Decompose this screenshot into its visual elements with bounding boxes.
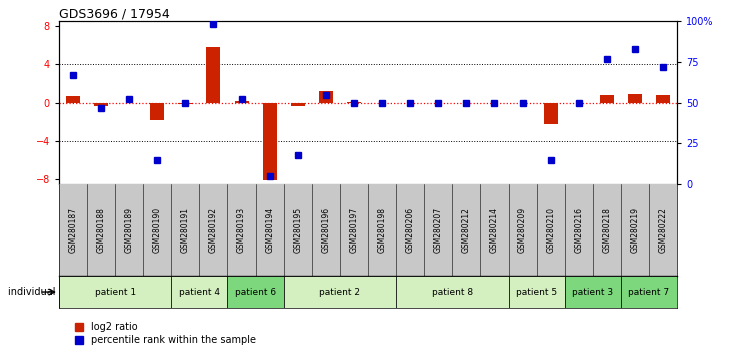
Text: GSM280212: GSM280212 — [462, 207, 471, 253]
Text: GSM280189: GSM280189 — [124, 207, 134, 253]
Bar — [509, 276, 565, 308]
Bar — [263, 103, 277, 180]
Bar — [628, 94, 642, 103]
Text: patient 6: patient 6 — [235, 287, 276, 297]
Text: patient 1: patient 1 — [94, 287, 135, 297]
Text: GDS3696 / 17954: GDS3696 / 17954 — [59, 7, 169, 20]
Text: GSM280216: GSM280216 — [574, 207, 583, 253]
Bar — [171, 276, 227, 308]
Bar — [150, 103, 164, 120]
Bar — [235, 101, 249, 103]
Text: GSM280207: GSM280207 — [434, 207, 443, 253]
Text: GSM280222: GSM280222 — [659, 207, 668, 253]
Bar — [283, 276, 396, 308]
Bar — [396, 276, 509, 308]
Bar — [347, 102, 361, 103]
Text: GSM280214: GSM280214 — [490, 207, 499, 253]
Text: GSM280191: GSM280191 — [181, 207, 190, 253]
Text: patient 8: patient 8 — [432, 287, 473, 297]
Text: patient 2: patient 2 — [319, 287, 361, 297]
Text: GSM280219: GSM280219 — [631, 207, 640, 253]
Text: GSM280190: GSM280190 — [153, 207, 162, 253]
Bar — [544, 103, 558, 124]
Text: GSM280195: GSM280195 — [293, 207, 302, 253]
Text: GSM280198: GSM280198 — [378, 207, 386, 253]
Bar — [291, 103, 305, 105]
Text: patient 5: patient 5 — [516, 287, 557, 297]
Bar — [59, 276, 171, 308]
Bar — [319, 91, 333, 103]
Bar — [565, 276, 621, 308]
Text: GSM280188: GSM280188 — [96, 207, 105, 253]
Text: patient 7: patient 7 — [629, 287, 670, 297]
Bar — [178, 103, 192, 104]
Text: GSM280209: GSM280209 — [518, 207, 527, 253]
Text: GSM280210: GSM280210 — [546, 207, 555, 253]
Text: GSM280187: GSM280187 — [68, 207, 77, 253]
Text: GSM280196: GSM280196 — [322, 207, 330, 253]
Bar — [621, 276, 677, 308]
Bar — [600, 95, 614, 103]
Text: GSM280218: GSM280218 — [602, 207, 612, 253]
Text: patient 4: patient 4 — [179, 287, 220, 297]
Legend: log2 ratio, percentile rank within the sample: log2 ratio, percentile rank within the s… — [71, 319, 259, 349]
Text: individual: individual — [8, 287, 59, 297]
Bar — [656, 95, 670, 103]
Text: GSM280206: GSM280206 — [406, 207, 414, 253]
Bar — [94, 103, 108, 105]
Text: GSM280192: GSM280192 — [209, 207, 218, 253]
Bar — [206, 47, 221, 103]
Bar — [227, 276, 283, 308]
Text: GSM280193: GSM280193 — [237, 207, 246, 253]
Text: GSM280197: GSM280197 — [350, 207, 358, 253]
Text: GSM280194: GSM280194 — [265, 207, 274, 253]
Bar — [66, 96, 80, 103]
Text: patient 3: patient 3 — [573, 287, 613, 297]
